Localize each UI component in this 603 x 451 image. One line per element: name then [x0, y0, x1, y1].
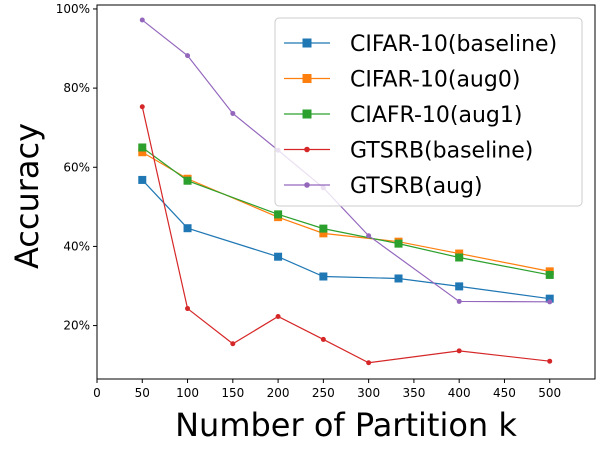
- data-point-gtsrb-aug: [456, 298, 462, 304]
- y-tick-label: 40%: [63, 239, 90, 253]
- data-point-ciafr-10-aug1: [183, 176, 192, 185]
- data-point-cifar-10-baseline: [183, 224, 192, 233]
- data-point-cifar-10-baseline: [394, 274, 403, 283]
- x-tick-label: 400: [448, 386, 471, 400]
- y-tick-label: 100%: [56, 2, 90, 16]
- x-axis-title: Number of Partition k: [175, 406, 517, 444]
- data-point-cifar-10-aug0: [319, 229, 328, 238]
- legend-marker-cifar-10-aug0: [302, 74, 312, 83]
- plot-frame: [96, 4, 596, 380]
- legend-box: [274, 17, 583, 207]
- data-point-gtsrb-baseline: [230, 341, 236, 347]
- legend-marker-gtsrb-aug: [304, 182, 310, 188]
- legend-label-gtsrb-aug: GTSRB(aug): [350, 174, 483, 199]
- data-point-ciafr-10-aug1: [138, 143, 147, 152]
- data-point-gtsrb-baseline: [185, 306, 191, 312]
- data-point-cifar-10-baseline: [274, 252, 283, 261]
- x-tick-label: 100: [176, 386, 199, 400]
- x-tick-label: 450: [493, 386, 516, 400]
- y-tick-label: 80%: [63, 81, 90, 95]
- y-tick-label: 60%: [63, 160, 90, 174]
- data-point-ciafr-10-aug1: [319, 224, 328, 233]
- data-point-ciafr-10-aug1: [394, 239, 403, 248]
- series-line-gtsrb-baseline: [141, 106, 550, 364]
- x-tick-label: 150: [221, 386, 244, 400]
- x-tick-label: 300: [357, 386, 380, 400]
- data-point-gtsrb-aug: [366, 233, 372, 239]
- data-point-gtsrb-baseline: [366, 360, 372, 366]
- x-tick-label: 250: [312, 386, 335, 400]
- data-point-ciafr-10-aug1: [455, 253, 464, 262]
- data-point-ciafr-10-aug1: [545, 270, 554, 279]
- x-tick-label: 0: [93, 386, 101, 400]
- legend-label-cifar-10-baseline: CIFAR-10(baseline): [350, 32, 557, 57]
- data-point-gtsrb-baseline: [275, 313, 281, 319]
- data-point-gtsrb-baseline: [320, 336, 326, 342]
- data-point-gtsrb-aug: [139, 17, 145, 23]
- data-point-gtsrb-aug: [230, 110, 236, 116]
- legend-label-ciafr-10-aug1: CIAFR-10(aug1): [350, 103, 522, 128]
- legend: CIFAR-10(baseline) CIFAR-10(aug0) CIAFR-10…: [274, 17, 583, 207]
- data-point-gtsrb-baseline: [456, 348, 462, 354]
- legend-marker-gtsrb-baseline: [304, 146, 310, 153]
- data-point-cifar-10-aug0: [138, 148, 147, 157]
- data-point-gtsrb-baseline: [547, 358, 553, 364]
- data-point-ciafr-10-aug1: [274, 210, 283, 219]
- x-tick-label: 200: [267, 386, 290, 400]
- legend-marker-ciafr-10-aug1: [302, 109, 312, 119]
- legend-label-cifar-10-aug0: CIFAR-10(aug0): [350, 68, 520, 93]
- data-point-cifar-10-baseline: [455, 282, 464, 291]
- data-point-gtsrb-aug: [547, 299, 553, 305]
- data-point-cifar-10-baseline: [138, 175, 147, 184]
- y-axis-title: Accuracy: [8, 123, 46, 269]
- data-point-cifar-10-baseline: [319, 272, 328, 281]
- legend-marker-cifar-10-baseline: [302, 38, 312, 48]
- x-tick-label: 350: [402, 386, 425, 400]
- x-tick-label: 50: [135, 386, 150, 400]
- y-tick-label: 20%: [63, 319, 90, 333]
- data-point-gtsrb-baseline: [139, 104, 145, 110]
- data-point-gtsrb-aug: [185, 53, 191, 59]
- data-point-cifar-10-baseline: [545, 294, 554, 303]
- legend-label-gtsrb-baseline: GTSRB(baseline): [350, 139, 533, 164]
- x-tick-label: 500: [538, 386, 561, 400]
